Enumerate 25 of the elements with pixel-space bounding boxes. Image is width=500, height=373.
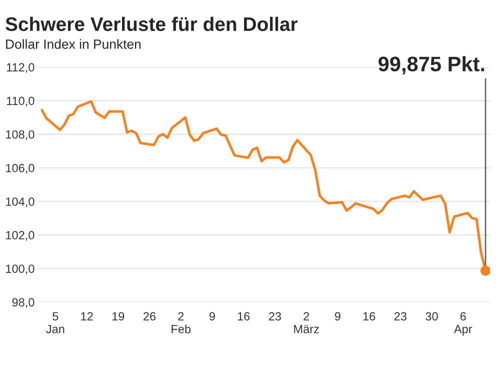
x-tick-label: 5 Jan: [46, 312, 64, 334]
x-tick-label: 9: [334, 312, 340, 321]
x-tick-label: 16: [238, 312, 250, 321]
x-tick-label: 2 Feb: [172, 312, 191, 334]
x-tick-label: 9: [210, 312, 215, 321]
x-tick-label: 23: [268, 312, 281, 321]
x-tick-label: 12: [81, 312, 93, 320]
chart-subtitle: Dollar Index in Punkten: [6, 39, 141, 49]
chart-title: Schwere Verluste für den Dollar: [6, 16, 298, 32]
x-tick-label: 16: [363, 312, 376, 321]
annotation: 99,875 Pkt.: [378, 56, 484, 74]
y-tick-label: 98,0: [12, 298, 34, 308]
y-tick-label: 102,0: [6, 231, 34, 241]
y-tick-label: 100,0: [6, 264, 34, 274]
x-tick-label: 26: [144, 312, 156, 321]
x-tick-label: 23: [394, 312, 406, 321]
x-tick-label: 19: [112, 312, 124, 321]
y-tick-label: 106,0: [6, 164, 34, 174]
y-tick-label: 112,0: [6, 63, 34, 73]
x-tick-label: 30: [426, 312, 438, 321]
x-tick-label: 6 Apr: [454, 312, 472, 336]
y-tick-label: 104,0: [6, 197, 34, 208]
y-tick-label: 110,0: [6, 96, 34, 106]
y-tick-label: 108,0: [6, 130, 34, 140]
x-tick-label: 2 März: [294, 312, 319, 334]
